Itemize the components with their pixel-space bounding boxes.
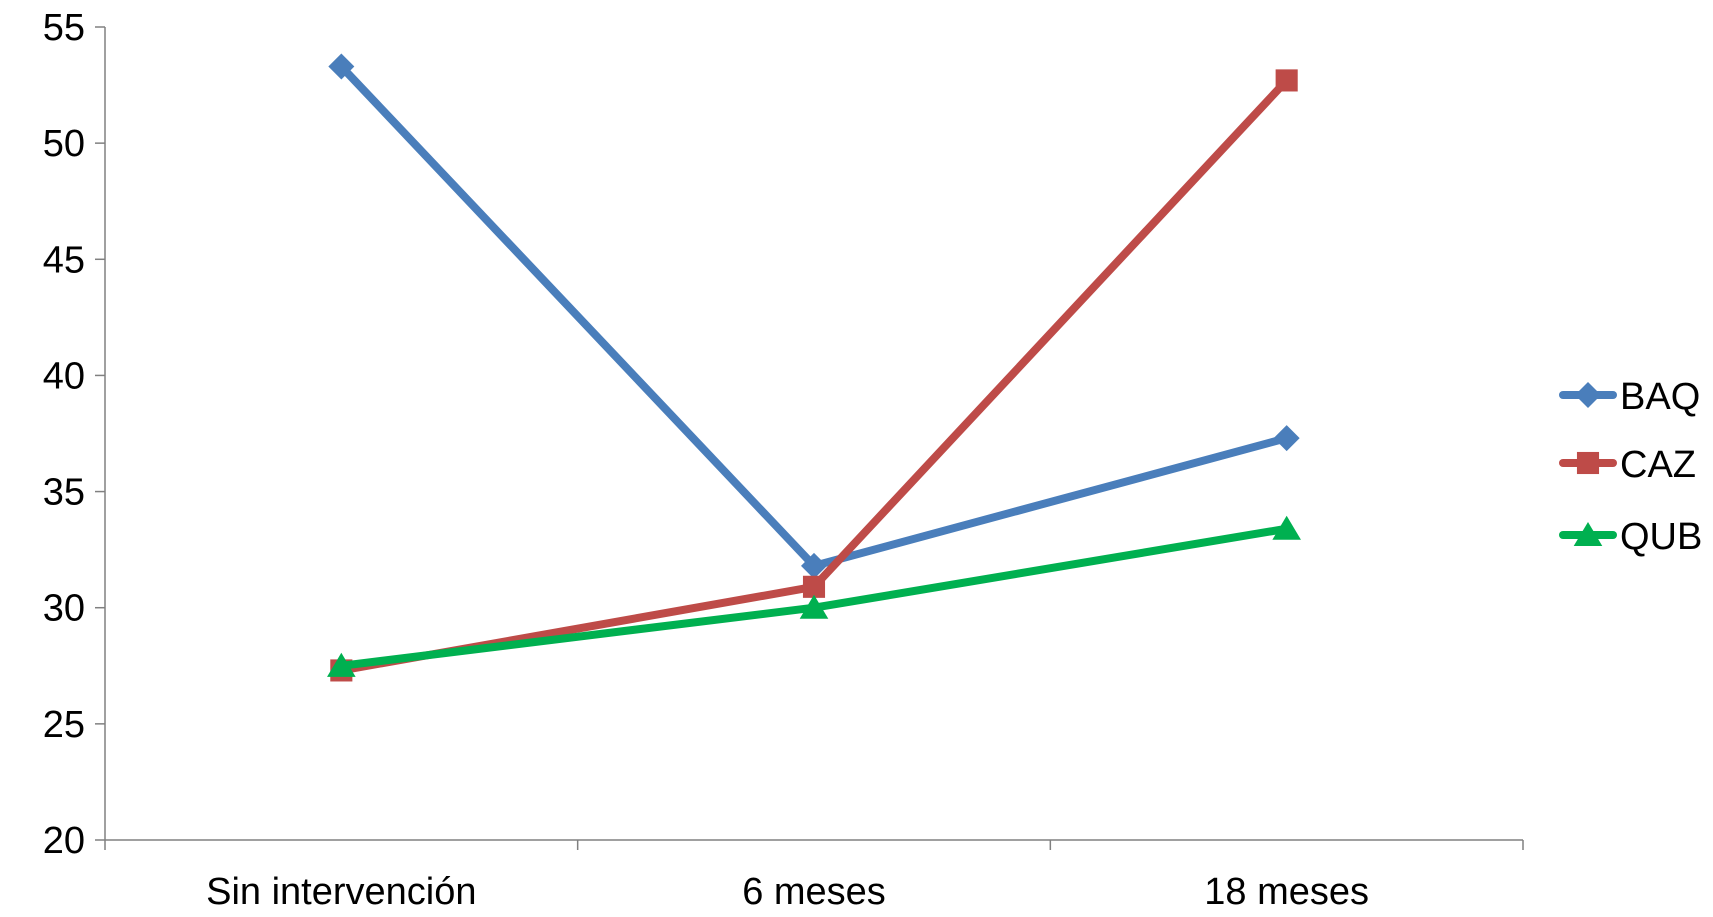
legend: BAQ CAZ QUB <box>1559 376 1702 558</box>
legend-label: QUB <box>1620 516 1702 558</box>
series-caz <box>330 69 1298 682</box>
legend-marker <box>1576 451 1600 475</box>
series-baq <box>328 53 1300 579</box>
data-point-qub <box>327 652 356 677</box>
series-layer <box>327 53 1301 682</box>
legend-label: BAQ <box>1620 376 1700 418</box>
legend-marker <box>1573 522 1603 547</box>
y-tick-label: 30 <box>43 588 85 630</box>
x-tick-label: Sin intervención <box>206 871 476 913</box>
x-tick-label: 18 meses <box>1204 871 1369 913</box>
axes <box>104 27 1523 841</box>
data-point-qub <box>1272 515 1301 540</box>
y-tick-label: 20 <box>43 820 85 862</box>
data-point-qub <box>799 594 829 619</box>
data-point-caz <box>802 575 826 598</box>
y-tick-label: 50 <box>43 123 85 165</box>
legend-item-caz: CAZ <box>1559 444 1696 486</box>
legend-label: CAZ <box>1620 444 1696 486</box>
y-tick-label: 55 <box>43 7 85 49</box>
data-point-baq <box>801 552 827 579</box>
x-axis-ticks: Sin intervención 6 meses 18 meses <box>104 840 1524 913</box>
y-tick-label: 25 <box>43 704 85 746</box>
data-point-caz <box>1275 69 1298 92</box>
legend-marker <box>1575 382 1601 408</box>
series-qub <box>327 515 1301 677</box>
data-point-baq <box>1273 425 1300 452</box>
series-line-baq <box>337 62 1291 570</box>
y-tick-label: 35 <box>43 472 85 514</box>
data-point-baq <box>328 53 355 80</box>
legend-item-baq: BAQ <box>1559 376 1700 418</box>
y-axis-ticks: 20 25 30 35 40 45 50 55 <box>43 7 105 862</box>
y-tick-label: 40 <box>43 355 85 397</box>
legend-item-qub: QUB <box>1559 516 1702 558</box>
x-tick-label: 6 meses <box>742 871 886 913</box>
y-tick-label: 45 <box>43 239 85 281</box>
